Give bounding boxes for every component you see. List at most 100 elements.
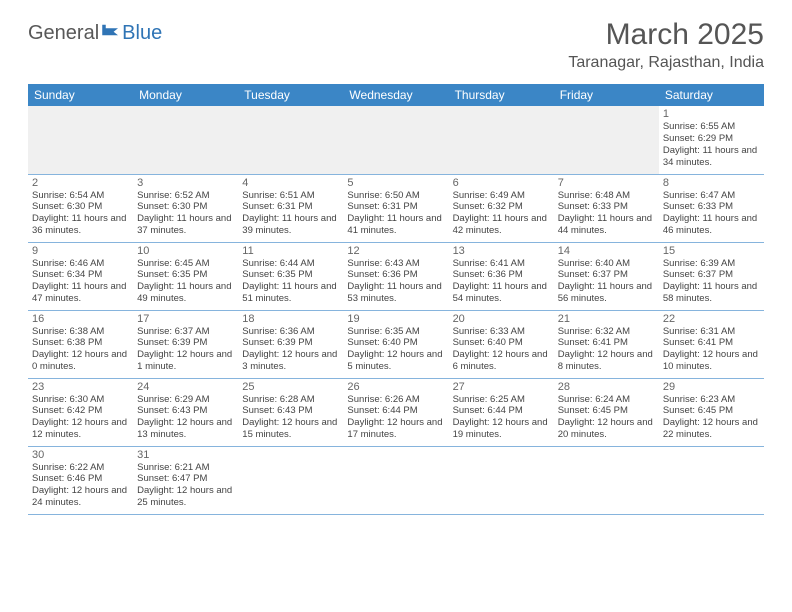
daylight-line: Daylight: 12 hours and 3 minutes. [242, 349, 339, 373]
sunset-line: Sunset: 6:29 PM [663, 133, 760, 145]
daylight-line: Daylight: 12 hours and 24 minutes. [32, 485, 129, 509]
sunset-line: Sunset: 6:37 PM [558, 269, 655, 281]
daylight-line: Daylight: 11 hours and 42 minutes. [453, 213, 550, 237]
sunset-line: Sunset: 6:45 PM [558, 405, 655, 417]
day-number: 29 [663, 381, 760, 393]
sunrise-line: Sunrise: 6:24 AM [558, 394, 655, 406]
daylight-line: Daylight: 12 hours and 1 minute. [137, 349, 234, 373]
calendar-cell: 8Sunrise: 6:47 AMSunset: 6:33 PMDaylight… [659, 174, 764, 242]
calendar-cell: 16Sunrise: 6:38 AMSunset: 6:38 PMDayligh… [28, 310, 133, 378]
calendar-cell [659, 446, 764, 514]
sunrise-line: Sunrise: 6:47 AM [663, 190, 760, 202]
calendar-cell [28, 106, 133, 174]
sunrise-line: Sunrise: 6:29 AM [137, 394, 234, 406]
sunset-line: Sunset: 6:37 PM [663, 269, 760, 281]
sunset-line: Sunset: 6:42 PM [32, 405, 129, 417]
sunset-line: Sunset: 6:41 PM [558, 337, 655, 349]
daylight-line: Daylight: 11 hours and 37 minutes. [137, 213, 234, 237]
day-number: 30 [32, 449, 129, 461]
weekday-header: Monday [133, 84, 238, 106]
sunrise-line: Sunrise: 6:41 AM [453, 258, 550, 270]
weekday-header: Friday [554, 84, 659, 106]
weekday-header: Sunday [28, 84, 133, 106]
calendar-cell: 6Sunrise: 6:49 AMSunset: 6:32 PMDaylight… [449, 174, 554, 242]
sunset-line: Sunset: 6:45 PM [663, 405, 760, 417]
sunrise-line: Sunrise: 6:54 AM [32, 190, 129, 202]
sunset-line: Sunset: 6:32 PM [453, 201, 550, 213]
calendar-cell: 26Sunrise: 6:26 AMSunset: 6:44 PMDayligh… [343, 378, 448, 446]
calendar-cell: 18Sunrise: 6:36 AMSunset: 6:39 PMDayligh… [238, 310, 343, 378]
sunset-line: Sunset: 6:44 PM [453, 405, 550, 417]
day-number: 20 [453, 313, 550, 325]
sunset-line: Sunset: 6:38 PM [32, 337, 129, 349]
sunrise-line: Sunrise: 6:43 AM [347, 258, 444, 270]
calendar-cell: 4Sunrise: 6:51 AMSunset: 6:31 PMDaylight… [238, 174, 343, 242]
sunset-line: Sunset: 6:33 PM [558, 201, 655, 213]
sunrise-line: Sunrise: 6:23 AM [663, 394, 760, 406]
sunrise-line: Sunrise: 6:50 AM [347, 190, 444, 202]
daylight-line: Daylight: 11 hours and 58 minutes. [663, 281, 760, 305]
sunset-line: Sunset: 6:39 PM [242, 337, 339, 349]
calendar-table: SundayMondayTuesdayWednesdayThursdayFrid… [28, 84, 764, 515]
sunset-line: Sunset: 6:47 PM [137, 473, 234, 485]
calendar-cell: 12Sunrise: 6:43 AMSunset: 6:36 PMDayligh… [343, 242, 448, 310]
sunset-line: Sunset: 6:36 PM [347, 269, 444, 281]
calendar-cell [133, 106, 238, 174]
calendar-cell: 5Sunrise: 6:50 AMSunset: 6:31 PMDaylight… [343, 174, 448, 242]
calendar-cell: 31Sunrise: 6:21 AMSunset: 6:47 PMDayligh… [133, 446, 238, 514]
daylight-line: Daylight: 11 hours and 56 minutes. [558, 281, 655, 305]
day-number: 24 [137, 381, 234, 393]
sunrise-line: Sunrise: 6:22 AM [32, 462, 129, 474]
day-number: 18 [242, 313, 339, 325]
sunset-line: Sunset: 6:41 PM [663, 337, 760, 349]
calendar-cell: 17Sunrise: 6:37 AMSunset: 6:39 PMDayligh… [133, 310, 238, 378]
day-number: 19 [347, 313, 444, 325]
sunrise-line: Sunrise: 6:30 AM [32, 394, 129, 406]
day-number: 22 [663, 313, 760, 325]
day-number: 13 [453, 245, 550, 257]
calendar-cell: 2Sunrise: 6:54 AMSunset: 6:30 PMDaylight… [28, 174, 133, 242]
logo-text-blue: Blue [122, 22, 162, 45]
calendar-cell: 25Sunrise: 6:28 AMSunset: 6:43 PMDayligh… [238, 378, 343, 446]
sunrise-line: Sunrise: 6:52 AM [137, 190, 234, 202]
daylight-line: Daylight: 12 hours and 15 minutes. [242, 417, 339, 441]
sunset-line: Sunset: 6:31 PM [347, 201, 444, 213]
daylight-line: Daylight: 12 hours and 8 minutes. [558, 349, 655, 373]
title-block: March 2025 Taranagar, Rajasthan, India [568, 18, 764, 72]
calendar-cell: 10Sunrise: 6:45 AMSunset: 6:35 PMDayligh… [133, 242, 238, 310]
daylight-line: Daylight: 12 hours and 0 minutes. [32, 349, 129, 373]
sunrise-line: Sunrise: 6:39 AM [663, 258, 760, 270]
daylight-line: Daylight: 11 hours and 36 minutes. [32, 213, 129, 237]
daylight-line: Daylight: 11 hours and 41 minutes. [347, 213, 444, 237]
calendar-cell [554, 106, 659, 174]
sunrise-line: Sunrise: 6:51 AM [242, 190, 339, 202]
weekday-header: Tuesday [238, 84, 343, 106]
daylight-line: Daylight: 12 hours and 22 minutes. [663, 417, 760, 441]
calendar-cell [449, 106, 554, 174]
calendar-row: 9Sunrise: 6:46 AMSunset: 6:34 PMDaylight… [28, 242, 764, 310]
calendar-cell: 30Sunrise: 6:22 AMSunset: 6:46 PMDayligh… [28, 446, 133, 514]
sunrise-line: Sunrise: 6:33 AM [453, 326, 550, 338]
sunrise-line: Sunrise: 6:21 AM [137, 462, 234, 474]
calendar-cell: 7Sunrise: 6:48 AMSunset: 6:33 PMDaylight… [554, 174, 659, 242]
daylight-line: Daylight: 11 hours and 49 minutes. [137, 281, 234, 305]
sunset-line: Sunset: 6:30 PM [137, 201, 234, 213]
calendar-cell: 15Sunrise: 6:39 AMSunset: 6:37 PMDayligh… [659, 242, 764, 310]
day-number: 25 [242, 381, 339, 393]
sunrise-line: Sunrise: 6:25 AM [453, 394, 550, 406]
calendar-cell: 3Sunrise: 6:52 AMSunset: 6:30 PMDaylight… [133, 174, 238, 242]
sunset-line: Sunset: 6:35 PM [242, 269, 339, 281]
sunrise-line: Sunrise: 6:40 AM [558, 258, 655, 270]
day-number: 1 [663, 108, 760, 120]
daylight-line: Daylight: 11 hours and 54 minutes. [453, 281, 550, 305]
calendar-cell [343, 446, 448, 514]
daylight-line: Daylight: 11 hours and 51 minutes. [242, 281, 339, 305]
day-number: 16 [32, 313, 129, 325]
weekday-header: Saturday [659, 84, 764, 106]
sunrise-line: Sunrise: 6:44 AM [242, 258, 339, 270]
daylight-line: Daylight: 12 hours and 10 minutes. [663, 349, 760, 373]
sunset-line: Sunset: 6:35 PM [137, 269, 234, 281]
daylight-line: Daylight: 12 hours and 13 minutes. [137, 417, 234, 441]
location-text: Taranagar, Rajasthan, India [568, 54, 764, 72]
day-number: 15 [663, 245, 760, 257]
